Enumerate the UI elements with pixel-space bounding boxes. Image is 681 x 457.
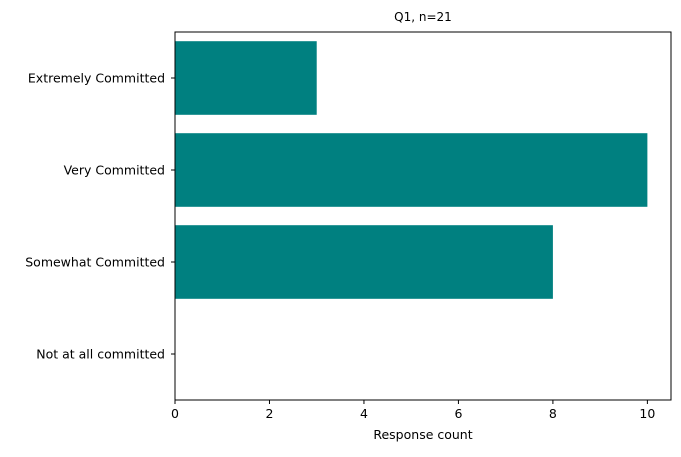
x-tick-label: 10: [639, 406, 655, 421]
x-axis-label: Response count: [373, 427, 472, 442]
x-tick-label: 6: [454, 406, 462, 421]
bar-very-committed: [175, 133, 648, 207]
bar-somewhat-committed: [175, 225, 553, 299]
x-tick-label: 0: [171, 406, 179, 421]
y-tick-label: Not at all committed: [36, 347, 165, 362]
y-tick-label: Very Committed: [64, 163, 165, 178]
x-axis-ticks: 0 2 4 6 8 10: [171, 400, 655, 421]
y-tick-label: Extremely Committed: [28, 71, 165, 86]
plot-frame: [174, 31, 672, 401]
x-tick-label: 8: [549, 406, 557, 421]
bars-group: [175, 41, 648, 299]
y-tick-label: Somewhat Committed: [25, 255, 165, 270]
x-tick-label: 4: [360, 406, 368, 421]
chart-title: Q1, n=21: [394, 10, 452, 24]
x-tick-label: 2: [265, 406, 273, 421]
bar-extremely-committed: [175, 41, 317, 115]
y-axis-ticks: Extremely Committed Very Committed Somewha…: [25, 71, 175, 362]
